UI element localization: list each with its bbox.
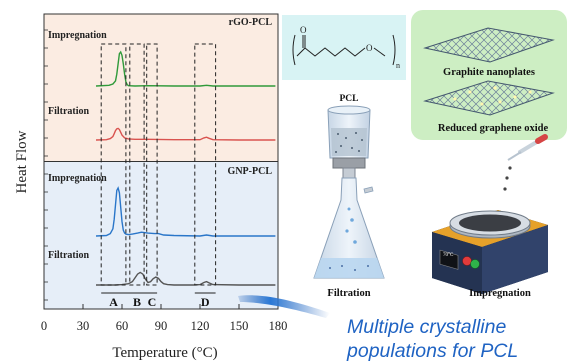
series-line-0 <box>95 50 276 87</box>
x-axis-label: Temperature (°C) <box>112 345 217 361</box>
region-box-D <box>194 43 217 286</box>
y-axis-ticks <box>44 29 48 301</box>
carbonyl-oxygen-atom: O <box>300 25 307 35</box>
pcl-structure-panel: O O n <box>282 15 406 80</box>
pipette-icon <box>503 134 548 191</box>
panel-bottom-title: GNP-PCL <box>228 166 273 177</box>
panel-top-filtration-label: Filtration <box>48 106 90 117</box>
funnel-icon <box>327 105 371 179</box>
region-label-A: A <box>109 295 118 309</box>
x-axis: 0 30 60 90 120 150 180 <box>41 304 288 333</box>
region-box-B <box>129 43 145 286</box>
oxygen-groups-icon <box>453 86 532 106</box>
x-tick-label-90: 90 <box>155 319 168 333</box>
brush-stroke-icon <box>238 295 330 318</box>
pcl-label: PCL <box>340 94 359 104</box>
impregnation-process-label: Impregnation <box>469 288 531 299</box>
tagline-line-1: Multiple crystalline <box>347 316 506 338</box>
region-label-B: B <box>133 295 141 309</box>
series-line-3 <box>96 271 276 286</box>
region-label-D: D <box>201 295 210 309</box>
series-line-2 <box>95 186 276 237</box>
hotplate-icon: 70°C <box>432 210 548 294</box>
x-tick-label-60: 60 <box>116 319 129 333</box>
impregnation-apparatus: 70°C Impregnation <box>432 134 548 299</box>
region-label-C: C <box>148 295 157 309</box>
x-tick-label-120: 120 <box>191 319 210 333</box>
panel-top-background <box>44 14 278 161</box>
graphite-sheet-icon <box>423 27 555 63</box>
rgo-sheet-icon <box>423 80 555 116</box>
ester-oxygen-atom: O <box>366 43 373 53</box>
series-line-1 <box>95 127 276 141</box>
materials-panel: Graphite nanoplates Reduced graphene oxi… <box>411 10 567 140</box>
curve-group <box>95 50 276 286</box>
pcl-repeat-unit-icon <box>292 34 396 66</box>
x-tick-label-30: 30 <box>77 319 90 333</box>
x-tick-label-180: 180 <box>269 319 288 333</box>
repeat-subscript: n <box>396 61 400 70</box>
panel-top-title: rGO-PCL <box>229 17 273 28</box>
panel-bottom-filtration-label: Filtration <box>48 250 90 261</box>
filtration-process-label: Filtration <box>327 288 370 299</box>
rgo-label: Reduced graphene oxide <box>438 123 549 134</box>
flask-icon <box>313 177 385 279</box>
tagline-group: Multiple crystalline populations for PCL <box>238 295 518 362</box>
tagline-line-2: populations for PCL <box>346 340 518 362</box>
x-tick-label-0: 0 <box>41 319 47 333</box>
panel-bottom-impregnation-label: Impregnation <box>48 173 107 184</box>
panel-top-impregnation-label: Impregnation <box>48 30 107 41</box>
x-tick-label-150: 150 <box>230 319 249 333</box>
graphite-label: Graphite nanoplates <box>443 67 535 78</box>
filtration-apparatus: PCL Fi <box>313 94 385 299</box>
hotplate-display: 70°C <box>443 253 454 258</box>
y-axis-label: Heat Flow <box>14 130 30 193</box>
